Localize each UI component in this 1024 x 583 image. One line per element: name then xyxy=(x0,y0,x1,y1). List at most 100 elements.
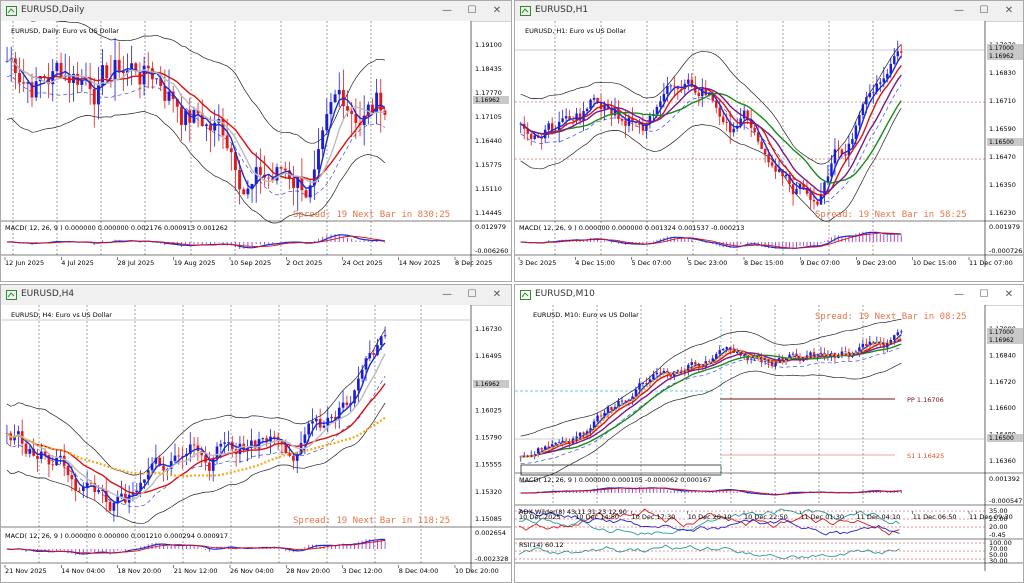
candle-body xyxy=(791,353,795,355)
candle-body xyxy=(865,97,868,105)
candle-body xyxy=(375,92,379,113)
candle-body xyxy=(30,82,34,98)
candle-body xyxy=(582,432,585,434)
candle-body xyxy=(872,91,875,93)
chart-window-h1[interactable]: EURUSD,H1 — ☐ ✕ EURUSD, H1: Euro vs US D… xyxy=(514,0,1024,282)
maximize-button[interactable]: ☐ xyxy=(467,5,477,16)
candle-body xyxy=(687,364,690,372)
candle-body xyxy=(763,149,767,155)
candle-body xyxy=(603,104,606,109)
chart-plot-daily[interactable]: EURUSD, Daily: Euro vs US Dollar MACD( 1… xyxy=(1,21,511,281)
candle-body xyxy=(767,154,770,163)
time-tick-label: 11 Dec 07:00 xyxy=(969,259,1013,267)
candle-body xyxy=(617,109,620,119)
candle-body xyxy=(383,110,387,115)
candle-body xyxy=(760,141,763,150)
maximize-button[interactable]: ☐ xyxy=(979,289,989,300)
candle-body xyxy=(108,501,112,511)
minimize-button[interactable]: — xyxy=(954,289,964,300)
minimize-button[interactable]: — xyxy=(442,5,452,16)
candle-body xyxy=(96,85,100,105)
rsi-line xyxy=(518,544,900,560)
price-tick-label: 1.15555 xyxy=(475,461,502,469)
price-tick-label: 1.19100 xyxy=(475,41,502,49)
window-titlebar[interactable]: EURUSD,Daily — ☐ ✕ xyxy=(1,1,511,22)
candle-body xyxy=(777,169,781,172)
candle-body xyxy=(889,340,893,344)
candle-body xyxy=(690,362,694,365)
candle-body xyxy=(368,353,372,359)
candle-body xyxy=(791,184,795,195)
candle-body xyxy=(900,331,903,333)
candle-body xyxy=(13,58,17,74)
candle-body xyxy=(613,109,617,116)
candle-body xyxy=(51,464,55,466)
time-tick-label: 10 Dec 22:50 xyxy=(744,513,788,521)
candle-body xyxy=(823,182,826,195)
candle-body xyxy=(659,101,662,107)
price-tick-label: 1.15110 xyxy=(475,185,502,193)
candle-body xyxy=(893,335,896,341)
time-tick-label: 8 Dec 2025 xyxy=(455,259,492,267)
candle-body xyxy=(307,423,311,435)
candle-body xyxy=(34,81,38,98)
close-button[interactable]: ✕ xyxy=(1004,5,1014,16)
minimize-button[interactable]: — xyxy=(954,5,964,16)
candle-body xyxy=(781,169,784,177)
chart-icon xyxy=(520,6,531,16)
candle-body xyxy=(138,71,142,85)
moving-average xyxy=(520,343,902,458)
time-tick-label: 4 Dec 15:00 xyxy=(575,259,615,267)
candle-body xyxy=(742,110,746,119)
candle-body xyxy=(732,128,735,133)
candle-body xyxy=(659,372,662,374)
moving-average xyxy=(6,59,385,183)
chart-window-m10[interactable]: EURUSD,M10 — ☐ ✕ EURUSD, M10: Euro vs US… xyxy=(514,284,1024,583)
chart-plot-h4[interactable]: EURUSD, H4: Euro vs US Dollar MACD( 12, … xyxy=(1,305,511,583)
window-titlebar[interactable]: EURUSD,H1 — ☐ ✕ xyxy=(515,1,1023,22)
candle-body xyxy=(74,479,78,491)
chart-window-h4[interactable]: EURUSD,H4 — ☐ ✕ EURUSD, H4: Euro vs US D… xyxy=(0,284,512,583)
chart-icon xyxy=(6,290,17,300)
window-titlebar[interactable]: EURUSD,M10 — ☐ ✕ xyxy=(515,285,1023,306)
candle-body xyxy=(837,149,840,151)
close-button[interactable]: ✕ xyxy=(492,289,502,300)
moving-average xyxy=(6,416,386,478)
candle-body xyxy=(676,370,680,372)
close-button[interactable]: ✕ xyxy=(1004,289,1014,300)
minimize-button[interactable]: — xyxy=(442,289,452,300)
candle-body xyxy=(770,162,774,166)
candle-body xyxy=(561,118,564,122)
candle-body xyxy=(134,63,138,72)
time-tick-label: 19 Aug 2025 xyxy=(174,259,216,267)
time-tick-label: 18 Nov 20:00 xyxy=(118,567,162,575)
candle-body xyxy=(844,154,847,156)
candle-body xyxy=(284,444,288,454)
time-tick-label: 10 Dec 15:00 xyxy=(913,259,957,267)
candle-body xyxy=(283,168,287,171)
chart-window-daily[interactable]: EURUSD,Daily — ☐ ✕ EURUSD, Daily: Euro v… xyxy=(0,0,512,282)
candle-body xyxy=(93,483,97,492)
candle-body xyxy=(59,62,63,78)
chart-plot-h1[interactable]: EURUSD, H1: Euro vs US Dollar MACD( 12, … xyxy=(515,21,1023,281)
price-tick-label: 1.16590 xyxy=(989,125,1016,133)
candle-body xyxy=(303,434,307,444)
spread-label: Spread: 19 Next Bar in 118:25 xyxy=(293,516,450,526)
candle-body xyxy=(121,70,125,74)
maximize-button[interactable]: ☐ xyxy=(467,289,477,300)
candle-body xyxy=(631,117,634,122)
current-price-label: 1.16962 xyxy=(475,381,500,388)
macd-level-label: -0.006260 xyxy=(475,247,508,255)
candle-body xyxy=(372,353,375,355)
candle-body xyxy=(669,373,673,377)
candle-body xyxy=(728,347,732,349)
current-price-tag xyxy=(473,96,509,104)
window-titlebar[interactable]: EURUSD,H4 — ☐ ✕ xyxy=(1,285,511,306)
close-button[interactable]: ✕ xyxy=(492,5,502,16)
maximize-button[interactable]: ☐ xyxy=(979,5,989,16)
price-tick-label: 1.17105 xyxy=(475,113,502,121)
candle-body xyxy=(208,462,211,471)
candle-body xyxy=(78,490,81,492)
chart-plot-m10[interactable]: EURUSD, M10: Euro vs US Dollar PP 1.1670… xyxy=(515,305,1023,583)
window-title: EURUSD,H1 xyxy=(535,5,589,15)
